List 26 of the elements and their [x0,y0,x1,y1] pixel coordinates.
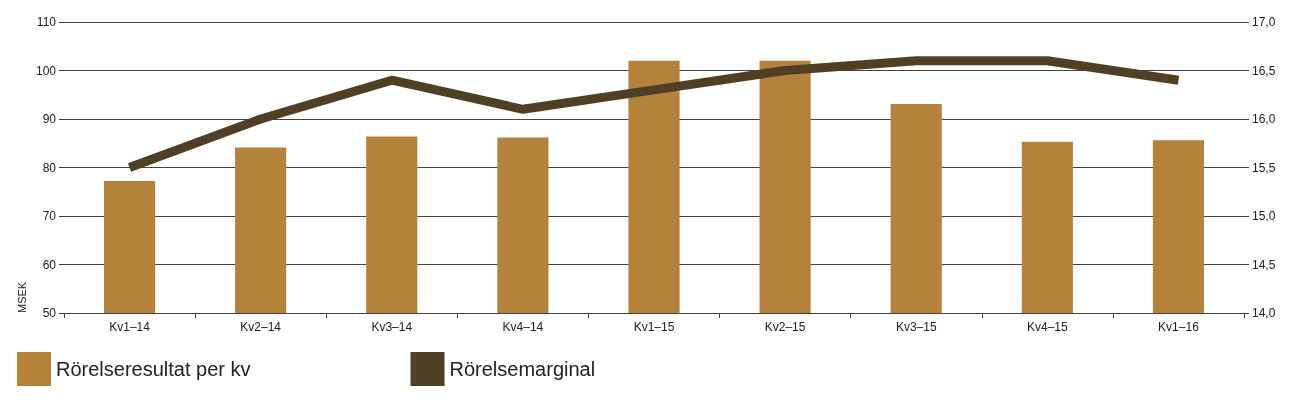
y2-tick-label: 16,5 [1252,63,1276,78]
x-tick-label: Kv1–15 [633,320,675,334]
y-tick-label: 60 [42,257,57,272]
x-tick-label: Kv1–14 [109,320,151,334]
legend-label: Rörelseresultat per kv [56,358,251,380]
y-tick-label: 50 [42,306,57,320]
y-tick-label: 80 [42,160,57,175]
y2-tick-label: 14,0 [1252,306,1276,320]
y-tick-label: 90 [42,112,57,126]
x-tick-label: Kv3–15 [895,320,937,334]
x-tick-label: Kv3–14 [371,320,413,334]
x-tick-label: Kv2–15 [764,320,806,334]
y-tick-label: 70 [42,209,57,223]
y2-tick-label: 17,0 [1252,15,1276,29]
x-tick-label: Kv1–16 [1158,320,1200,334]
y2-tick-label: 15,5 [1252,160,1276,175]
x-tick-label: Kv4–14 [502,320,544,334]
x-tick-label: Kv4–15 [1026,320,1069,334]
legend-label: Rörelsemarginal [449,358,596,380]
y2-tick-label: 16,0 [1252,112,1276,126]
y2-tick-label: 15,0 [1252,209,1276,223]
y2-tick-label: 14,5 [1252,257,1276,272]
y-axis-title: MSEK [16,281,28,313]
x-tick-label: Kv2–14 [240,320,282,334]
y-tick-label: 110 [36,15,57,29]
y-tick-label: 100 [35,63,57,78]
